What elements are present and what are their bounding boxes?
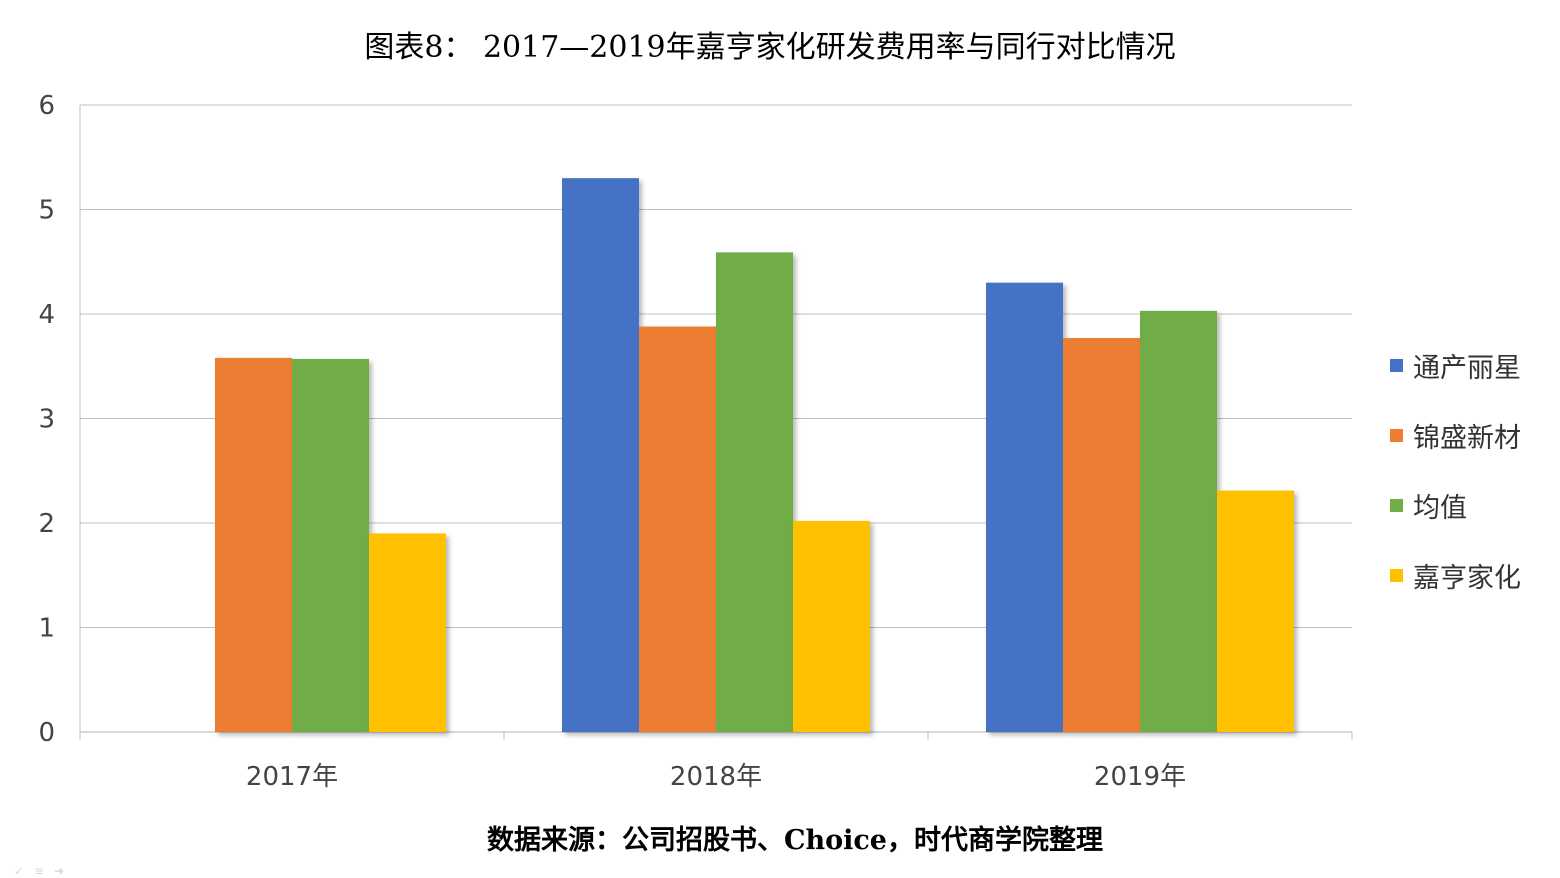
bar	[292, 358, 369, 732]
chart-title: 图表8： 2017—2019年嘉亨家化研发费用率与同行对比情况	[364, 30, 1176, 65]
legend-item: 嘉亨家化	[1390, 540, 1555, 610]
y-tick-label: 1	[38, 614, 55, 644]
source-note: 数据来源：公司招股书、Choice，时代商学院整理	[486, 825, 1103, 856]
legend-swatch	[1390, 498, 1403, 512]
tick-labels: 0 1 2 3 4 5 6 2017年 2018年 2019年	[38, 91, 1186, 792]
legend-label: 嘉亨家化	[1413, 562, 1521, 594]
legend-label: 通产丽星	[1413, 352, 1521, 384]
bar	[215, 357, 292, 732]
arrow-icon: ➜	[54, 864, 75, 878]
bar	[793, 520, 870, 732]
bar	[986, 282, 1063, 732]
legend: 通产丽星锦盛新材均值嘉亨家化	[1390, 330, 1555, 610]
bar	[1217, 490, 1294, 732]
y-tick-label: 3	[38, 405, 55, 435]
legend-label: 锦盛新材	[1413, 422, 1521, 454]
legend-item: 均值	[1390, 470, 1555, 540]
y-tick-label: 6	[38, 91, 55, 121]
y-tick-label: 2	[38, 509, 55, 539]
bar	[369, 533, 446, 732]
legend-swatch	[1390, 568, 1403, 582]
legend-item: 锦盛新材	[1390, 400, 1555, 470]
x-tick-label: 2019年	[1094, 762, 1186, 792]
bar	[639, 326, 716, 732]
legend-swatch	[1390, 358, 1403, 372]
y-tick-label: 0	[38, 718, 55, 748]
x-tick-label: 2017年	[246, 762, 338, 792]
menu-icon: ≡	[34, 864, 55, 878]
bar	[1063, 338, 1140, 732]
bar	[562, 178, 639, 732]
y-tick-label: 5	[38, 196, 55, 226]
legend-label: 均值	[1413, 492, 1467, 524]
legend-swatch	[1390, 428, 1403, 442]
bars	[215, 178, 1294, 732]
check-icon: ✓	[14, 864, 35, 878]
bar	[1140, 310, 1217, 732]
y-tick-label: 4	[38, 300, 55, 330]
footer-icons: ✓≡➜	[14, 864, 74, 878]
x-tick-label: 2018年	[670, 762, 762, 792]
bar	[716, 252, 793, 732]
legend-item: 通产丽星	[1390, 330, 1555, 400]
